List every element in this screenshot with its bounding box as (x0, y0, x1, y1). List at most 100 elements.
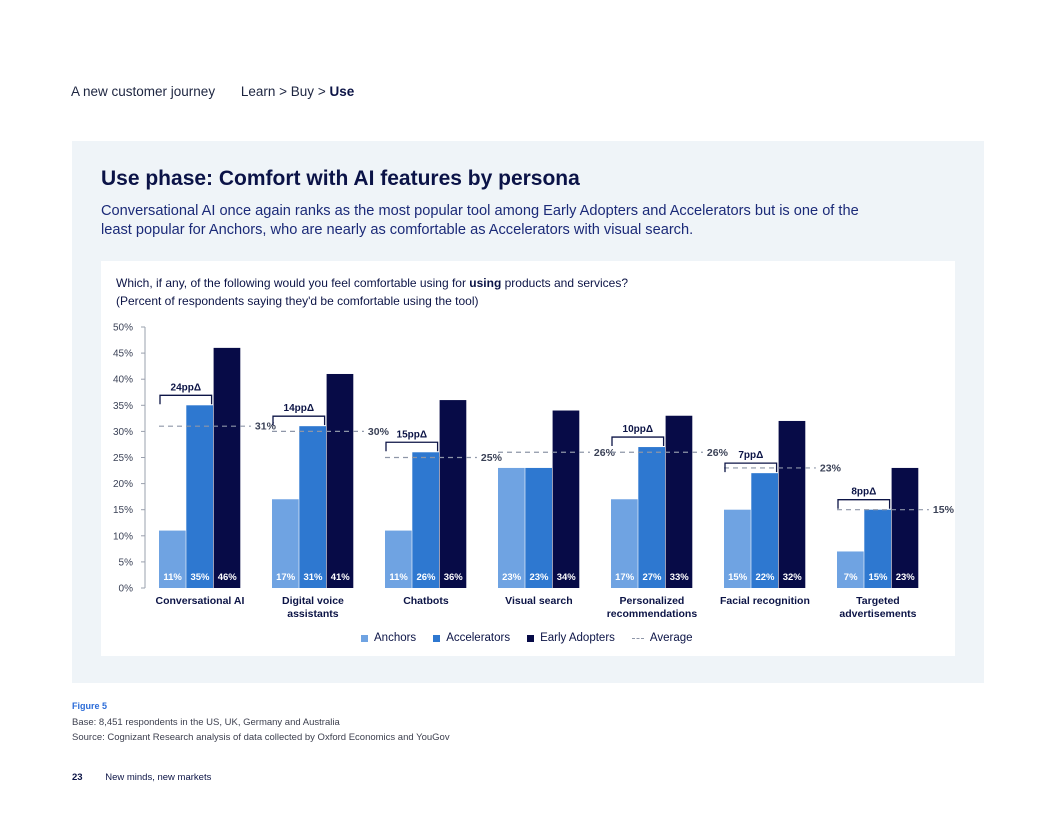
bar-value-label: 23% (896, 572, 916, 583)
y-tick-label: 40% (113, 375, 133, 386)
gap-label: 7ppΔ (738, 450, 763, 461)
gap-label: 10ppΔ (623, 424, 654, 435)
gap-bracket (272, 415, 326, 426)
average-label: 26% (707, 447, 729, 459)
bar-value-label: 17% (615, 572, 635, 583)
average-label: 31% (255, 421, 277, 433)
y-tick-label: 25% (113, 453, 133, 464)
bar-accelerators (751, 473, 778, 588)
category-label: advertisements (839, 608, 916, 620)
legend-swatch-accelerators (433, 634, 441, 642)
y-tick-label: 5% (119, 557, 134, 568)
legend-item-early-adopters: Early Adopters (527, 632, 615, 644)
bar-anchors (385, 530, 412, 588)
figure-source: Source: Cognizant Research analysis of d… (72, 732, 450, 743)
bar-early-adopters (213, 347, 241, 588)
figure-label: Figure 5 (72, 701, 108, 711)
gap-bracket (611, 436, 665, 447)
page-number: 23 (72, 772, 83, 783)
bar-value-label: 46% (218, 572, 238, 583)
bar-accelerators (525, 467, 552, 588)
y-tick-label: 10% (113, 531, 133, 542)
question-note: (Percent of respondents saying they'd be… (116, 293, 479, 308)
bar-value-label: 26% (416, 572, 436, 583)
bar-accelerators (299, 426, 326, 588)
crumb-separator: > (279, 84, 288, 99)
category-label: recommendations (607, 608, 698, 620)
crumb-buy[interactable]: Buy (290, 84, 315, 99)
legend-swatch-early-adopters (527, 634, 535, 642)
legend-item-anchors: Anchors (361, 632, 416, 644)
page-title: Use phase: Comfort with AI features by p… (101, 167, 580, 190)
bar-value-label: 23% (502, 572, 522, 583)
bar-anchors (159, 530, 186, 588)
bar-early-adopters (778, 420, 806, 588)
question-text-1: Which, if any, of the following would yo… (116, 276, 470, 290)
bar-anchors (724, 509, 751, 588)
figure-base: Base: 8,451 respondents in the US, UK, G… (72, 717, 340, 728)
legend-label-average: Average (649, 632, 693, 644)
bar-value-label: 32% (783, 572, 803, 583)
page-subtitle: Conversational AI once again ranks as th… (101, 203, 859, 238)
average-label: 15% (933, 504, 955, 516)
y-tick-label: 15% (113, 505, 133, 516)
bar-anchors (272, 499, 299, 588)
bar-value-label: 17% (276, 572, 296, 583)
bar-value-label: 41% (331, 572, 351, 583)
bar-anchors (837, 551, 864, 588)
crumb-separator: > (317, 84, 326, 99)
bar-early-adopters (891, 467, 919, 588)
category-label: Facial recognition (720, 595, 810, 607)
legend-item-average: Average (631, 632, 693, 644)
bar-value-label: 36% (444, 572, 464, 583)
page-footer: 23 New minds, new markets (72, 772, 211, 783)
bar-value-label: 7% (844, 572, 858, 583)
category-label: Digital voice (282, 595, 344, 607)
bar-value-label: 15% (728, 572, 748, 583)
bar-early-adopters (552, 410, 580, 588)
bar-value-label: 23% (529, 572, 549, 583)
chart-card (101, 261, 955, 656)
question-text-2: products and services? (501, 276, 629, 290)
average-label: 26% (594, 447, 616, 459)
crumb-learn[interactable]: Learn (240, 84, 276, 99)
bar-value-label: 34% (557, 572, 577, 583)
legend-swatch-anchors (361, 634, 368, 642)
bar-early-adopters (439, 400, 467, 588)
gap-bracket (837, 499, 891, 509)
bar-value-label: 11% (389, 572, 408, 583)
legend-label-accelerators: Accelerators (446, 632, 511, 644)
category-label: Targeted (856, 595, 900, 607)
bar-value-label: 22% (755, 572, 775, 583)
legend-label-anchors: Anchors (374, 632, 417, 644)
gap-label: 24ppΔ (171, 382, 202, 393)
bar-value-label: 33% (670, 572, 690, 583)
category-label: Visual search (505, 595, 573, 607)
y-tick-label: 35% (113, 401, 133, 412)
bar-value-label: 31% (303, 572, 323, 583)
bar-value-label: 27% (642, 572, 662, 583)
y-tick-label: 50% (113, 323, 133, 334)
gap-label: 8ppΔ (851, 487, 876, 498)
bar-early-adopters (326, 373, 354, 588)
category-label: Conversational AI (156, 595, 245, 607)
gap-bracket (159, 394, 213, 405)
legend-item-accelerators: Accelerators (433, 632, 510, 644)
average-label: 23% (820, 462, 842, 474)
crumb-use[interactable]: Use (329, 84, 355, 99)
gap-bracket (724, 462, 778, 473)
bar-anchors (611, 499, 638, 588)
bar-accelerators (864, 509, 891, 588)
category-label: Chatbots (403, 595, 449, 607)
gap-bracket (385, 441, 439, 452)
legend-label-early-adopters: Early Adopters (540, 632, 615, 644)
y-tick-label: 30% (113, 427, 133, 438)
bar-value-label: 15% (868, 572, 888, 583)
y-tick-label: 0% (119, 584, 134, 595)
bar-anchors (498, 467, 525, 588)
average-label: 25% (481, 452, 503, 464)
bar-early-adopters (665, 415, 693, 588)
section-label: A new customer journey (71, 84, 216, 99)
question-bold: using (469, 276, 502, 290)
